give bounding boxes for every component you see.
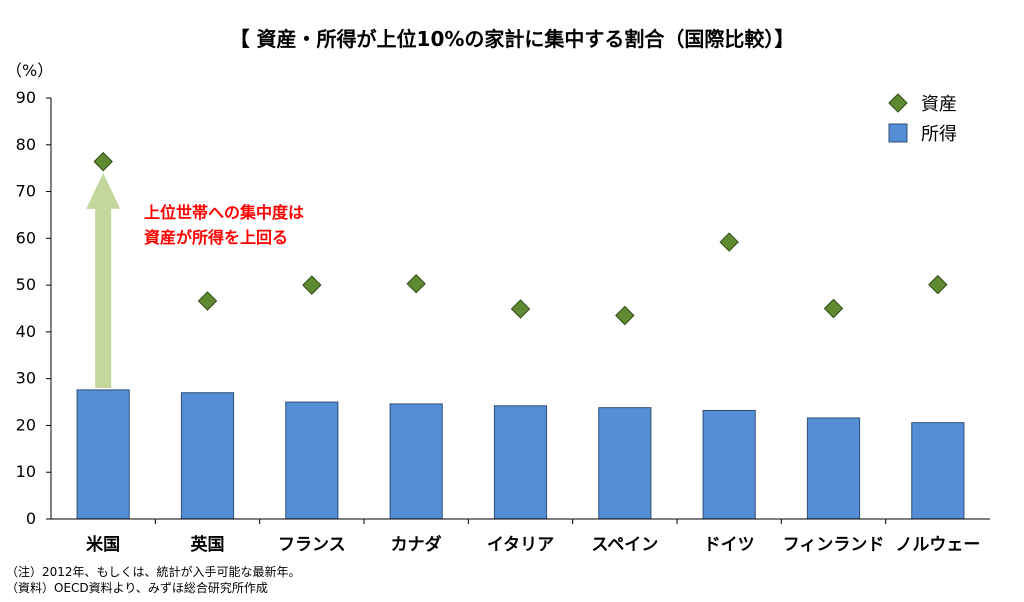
y-tick-label: 90 [16,88,36,107]
income-bar [180,392,235,520]
income-bar [389,403,443,520]
legend-income-label: 所得 [921,124,957,145]
asset-marker [615,305,635,326]
income-bar [493,405,548,520]
income-bars [76,389,965,520]
income-bar [702,409,756,520]
asset-marker [928,274,948,295]
y-axis-unit-label: （%） [6,61,53,80]
x-tick-label: フランス [278,535,346,555]
x-tick-label: 米国 [86,534,120,555]
legend-income-swatch [888,123,908,143]
legend-asset-marker [888,93,908,113]
income-bar [806,417,861,520]
x-tick-label: ノルウェー [895,535,980,555]
y-tick-label: 0 [26,509,36,528]
y-tick-label: 80 [16,135,36,154]
annotation-arrow [86,172,121,389]
y-tick-label: 60 [16,228,36,247]
asset-marker [93,151,113,172]
y-tick-label: 50 [16,275,36,294]
chart-title: 【 資産・所得が上位10%の家計に集中する割合（国際比較）】 [230,27,795,51]
y-tick-label: 20 [16,415,36,434]
income-bar [598,407,652,520]
x-tick-label: フィンランド [783,535,885,555]
asset-marker [719,232,739,252]
y-axis: 0 10 20 30 40 50 60 70 80 90 [16,88,51,528]
y-tick-label: 70 [16,182,36,201]
x-tick-label: 英国 [191,534,225,555]
asset-marker [406,274,426,294]
axes [50,98,990,520]
asset-marker [823,298,844,319]
annotation-line: 上位世帯への集中度は [144,203,304,222]
asset-marker [302,275,322,295]
asset-marker [510,299,531,319]
y-tick-label: 40 [16,322,36,341]
asset-marker [197,291,218,311]
x-tick-label: カナダ [391,534,442,555]
note-line-2: （資料）OECD資料より、みずほ総合研究所作成 [6,581,268,595]
x-tick-label: イタリア [487,535,554,555]
income-bar [76,389,130,520]
x-tick-label: スペイン [591,535,658,555]
up-arrow [86,172,121,389]
x-tick-label: ドイツ [704,535,755,555]
asset-markers [93,151,948,326]
annotation-line: 資産が所得を上回る [144,228,288,247]
legend-asset-label: 資産 [921,94,957,115]
income-bar [285,401,339,520]
income-bar [911,422,965,520]
note-line-1: （注）2012年、もしくは、統計が入手可能な最新年。 [6,565,301,579]
y-tick-label: 30 [16,369,36,388]
x-axis-categories: 米国 英国 フランス カナダ イタリア スペイン ドイツ フィンランド ノルウェー [86,519,980,555]
y-tick-label: 10 [16,462,36,481]
